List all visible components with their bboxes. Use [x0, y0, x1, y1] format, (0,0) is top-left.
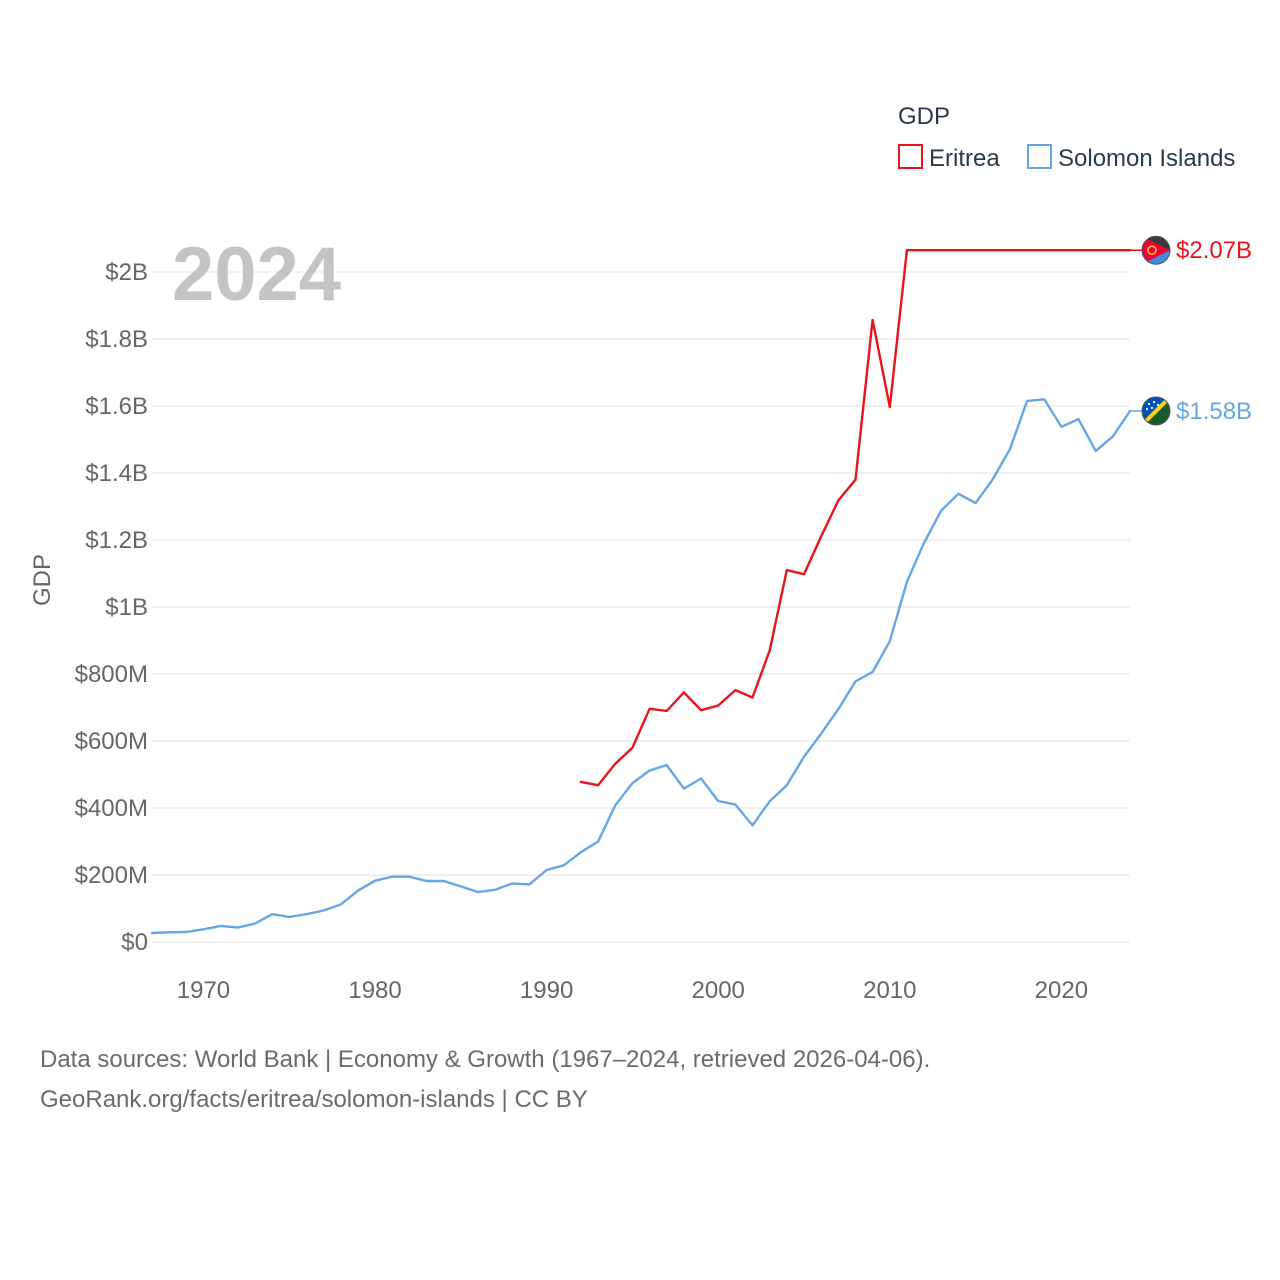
y-tick-label: $1.8B — [85, 326, 148, 353]
footer-sources: Data sources: World Bank | Economy & Gro… — [40, 1046, 931, 1073]
legend-label-solomon-islands[interactable]: Solomon Islands — [1058, 145, 1235, 172]
y-tick-label: $0 — [121, 929, 148, 956]
series-lines — [150, 248, 1132, 935]
series-line-solomon-islands[interactable] — [150, 398, 1132, 935]
grid-lines — [152, 271, 1130, 943]
y-tick-label: $600M — [75, 728, 148, 755]
legend-label-eritrea[interactable]: Eritrea — [929, 145, 1000, 172]
footer: Data sources: World Bank | Economy & Gro… — [40, 1040, 930, 1120]
solomon-islands-flag-icon — [1141, 396, 1171, 426]
y-tick-label: $400M — [75, 795, 148, 822]
end-value-label: $1.58B — [1176, 398, 1252, 425]
y-tick-label: $2B — [105, 259, 148, 286]
x-tick-label: 1970 — [177, 977, 230, 1004]
y-tick-label: $1.6B — [85, 393, 148, 420]
year-overlay: 2024 — [172, 232, 341, 317]
y-tick-label: $200M — [75, 862, 148, 889]
x-tick-label: 1990 — [520, 977, 573, 1004]
end-labels: $2.07B $1.58B — [1130, 235, 1252, 426]
x-axis-ticks: 1970 1980 1990 2000 2010 2020 — [177, 977, 1088, 1004]
eritrea-flag-icon — [1141, 235, 1171, 265]
legend-swatch-solomon-islands[interactable] — [1027, 144, 1052, 169]
x-tick-label: 1980 — [348, 977, 401, 1004]
x-tick-label: 2000 — [692, 977, 745, 1004]
y-axis-ticks: $0 $200M $400M $600M $800M $1B $1.2B $1.4B $1.6B… — [75, 259, 148, 956]
y-tick-label: $800M — [75, 661, 148, 688]
y-tick-label: $1.2B — [85, 527, 148, 554]
legend: GDP Eritrea Solomon Islands — [898, 103, 1235, 172]
y-tick-label: $1B — [105, 594, 148, 621]
y-axis-title: GDP — [29, 554, 56, 606]
legend-title: GDP — [898, 103, 950, 130]
legend-swatch-eritrea[interactable] — [898, 144, 923, 169]
y-tick-label: $1.4B — [85, 460, 148, 487]
series-line-eritrea[interactable] — [579, 248, 1132, 787]
x-tick-label: 2020 — [1035, 977, 1088, 1004]
footer-attribution[interactable]: GeoRank.org/facts/eritrea/solomon-island… — [40, 1086, 588, 1113]
x-tick-label: 2010 — [863, 977, 916, 1004]
end-value-label: $2.07B — [1176, 237, 1252, 264]
